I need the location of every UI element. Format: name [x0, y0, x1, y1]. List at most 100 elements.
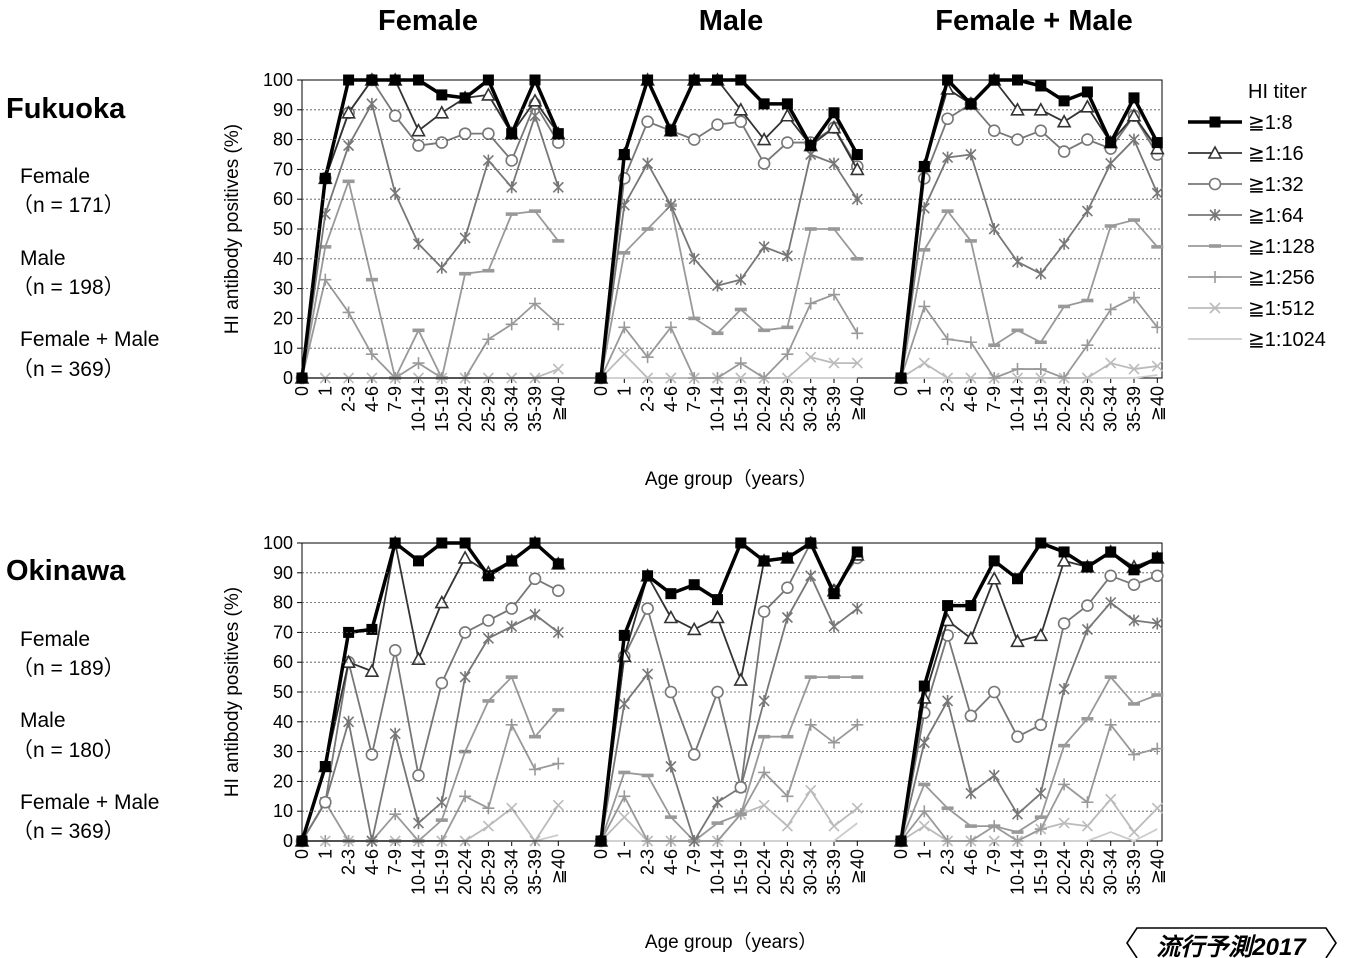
- series-1-64: [296, 97, 564, 384]
- data-point: [1128, 564, 1140, 576]
- data-point: [364, 663, 380, 677]
- data-point: [734, 812, 747, 816]
- series-line: [599, 541, 859, 842]
- group-label-both-okinawa: Female + Male: [20, 791, 159, 814]
- x-tick-label: ≧40: [847, 849, 867, 884]
- data-point: [1056, 553, 1072, 567]
- series-line: [301, 676, 559, 842]
- data-point: [341, 105, 356, 119]
- series-line: [899, 78, 1159, 379]
- legend-marker: [1208, 177, 1222, 191]
- data-point: [642, 74, 654, 86]
- data-point: [1104, 303, 1117, 316]
- data-point: [711, 118, 724, 131]
- series-line: [301, 613, 559, 842]
- series-1-128: [895, 675, 1164, 843]
- data-point: [552, 558, 564, 570]
- x-tick-label: 0: [292, 849, 312, 859]
- data-point: [781, 581, 794, 595]
- y-tick-label: 20: [273, 771, 293, 791]
- region-title-fukuoka: Fukuoka: [6, 93, 126, 125]
- data-point: [1128, 614, 1140, 627]
- data-point: [482, 333, 495, 346]
- data-point: [529, 209, 541, 213]
- data-point: [851, 718, 864, 731]
- data-point: [595, 372, 607, 384]
- data-point: [1128, 133, 1140, 146]
- data-point: [781, 790, 794, 803]
- x-tick-label: 7-9: [984, 849, 1004, 875]
- group-label-female-fukuoka: Female: [20, 165, 90, 188]
- y-tick-label: 0: [283, 831, 293, 851]
- x-tick-label: 0: [591, 849, 611, 859]
- data-point: [642, 570, 654, 582]
- data-point: [506, 181, 518, 194]
- data-point: [343, 626, 355, 638]
- series-1-128: [895, 209, 1164, 380]
- series-line: [900, 676, 1158, 842]
- data-point: [918, 248, 931, 252]
- data-point: [851, 193, 863, 206]
- data-point: [411, 651, 426, 666]
- data-point: [506, 128, 518, 140]
- data-point: [1011, 372, 1024, 384]
- x-axis-label-okinawa: Age group（years）: [645, 931, 817, 953]
- legend-label: ≧1:128: [1248, 236, 1315, 258]
- data-point: [1034, 124, 1048, 137]
- series-line: [302, 723, 559, 842]
- data-point: [1081, 298, 1094, 303]
- data-point: [618, 770, 631, 775]
- data-point: [342, 306, 355, 319]
- data-point: [1081, 599, 1094, 612]
- y-tick-label: 100: [263, 533, 293, 553]
- series-1-32: [594, 115, 864, 385]
- y-tick-label: 50: [273, 219, 293, 239]
- data-point: [987, 124, 1001, 137]
- data-point: [552, 239, 565, 243]
- data-point: [341, 654, 356, 669]
- data-point: [412, 817, 425, 830]
- data-point: [505, 154, 519, 167]
- series-line: [301, 102, 560, 379]
- data-point: [758, 98, 770, 110]
- y-tick-label: 30: [273, 742, 293, 762]
- x-tick-label: 10-14: [409, 386, 429, 432]
- x-tick-label: 15-19: [731, 849, 751, 895]
- data-point: [988, 223, 1000, 235]
- x-tick-label: 25-29: [1077, 386, 1097, 432]
- data-point: [712, 74, 723, 86]
- data-point: [988, 769, 1000, 782]
- group-n-male-fukuoka: （n = 198）: [12, 276, 125, 299]
- group-n-female-fukuoka: （n = 171）: [12, 194, 125, 217]
- x-tick-label: 2-3: [339, 849, 359, 875]
- data-point: [1105, 793, 1117, 805]
- data-point: [1058, 817, 1070, 829]
- data-point: [1011, 133, 1024, 146]
- data-point: [388, 109, 402, 123]
- data-point: [826, 120, 842, 134]
- data-point: [1010, 633, 1025, 648]
- data-point: [1058, 743, 1071, 748]
- data-point: [781, 611, 793, 624]
- x-tick-label: 4-6: [362, 849, 382, 875]
- group-n-both-okinawa: （n = 369）: [12, 820, 125, 843]
- data-point: [552, 318, 565, 331]
- data-point: [688, 579, 700, 591]
- y-tick-label: 40: [273, 249, 293, 269]
- data-point: [733, 672, 749, 686]
- x-tick-label: 35-39: [1124, 849, 1144, 895]
- x-tick-label: 7-9: [684, 386, 704, 412]
- data-point: [665, 125, 677, 137]
- y-axis-label-fukuoka: HI antibody positives (%): [222, 124, 243, 334]
- data-point: [851, 546, 863, 558]
- region-title-okinawa: Okinawa: [6, 555, 126, 587]
- y-tick-label: 70: [273, 159, 293, 179]
- series-1-128: [296, 179, 565, 380]
- data-point: [664, 835, 677, 847]
- data-point: [1012, 573, 1023, 585]
- data-point: [963, 630, 979, 645]
- y-tick-label: 90: [273, 100, 293, 120]
- group-n-both-fukuoka: （n = 369）: [12, 358, 125, 381]
- data-point: [412, 139, 425, 152]
- x-tick-label: 1: [315, 386, 335, 396]
